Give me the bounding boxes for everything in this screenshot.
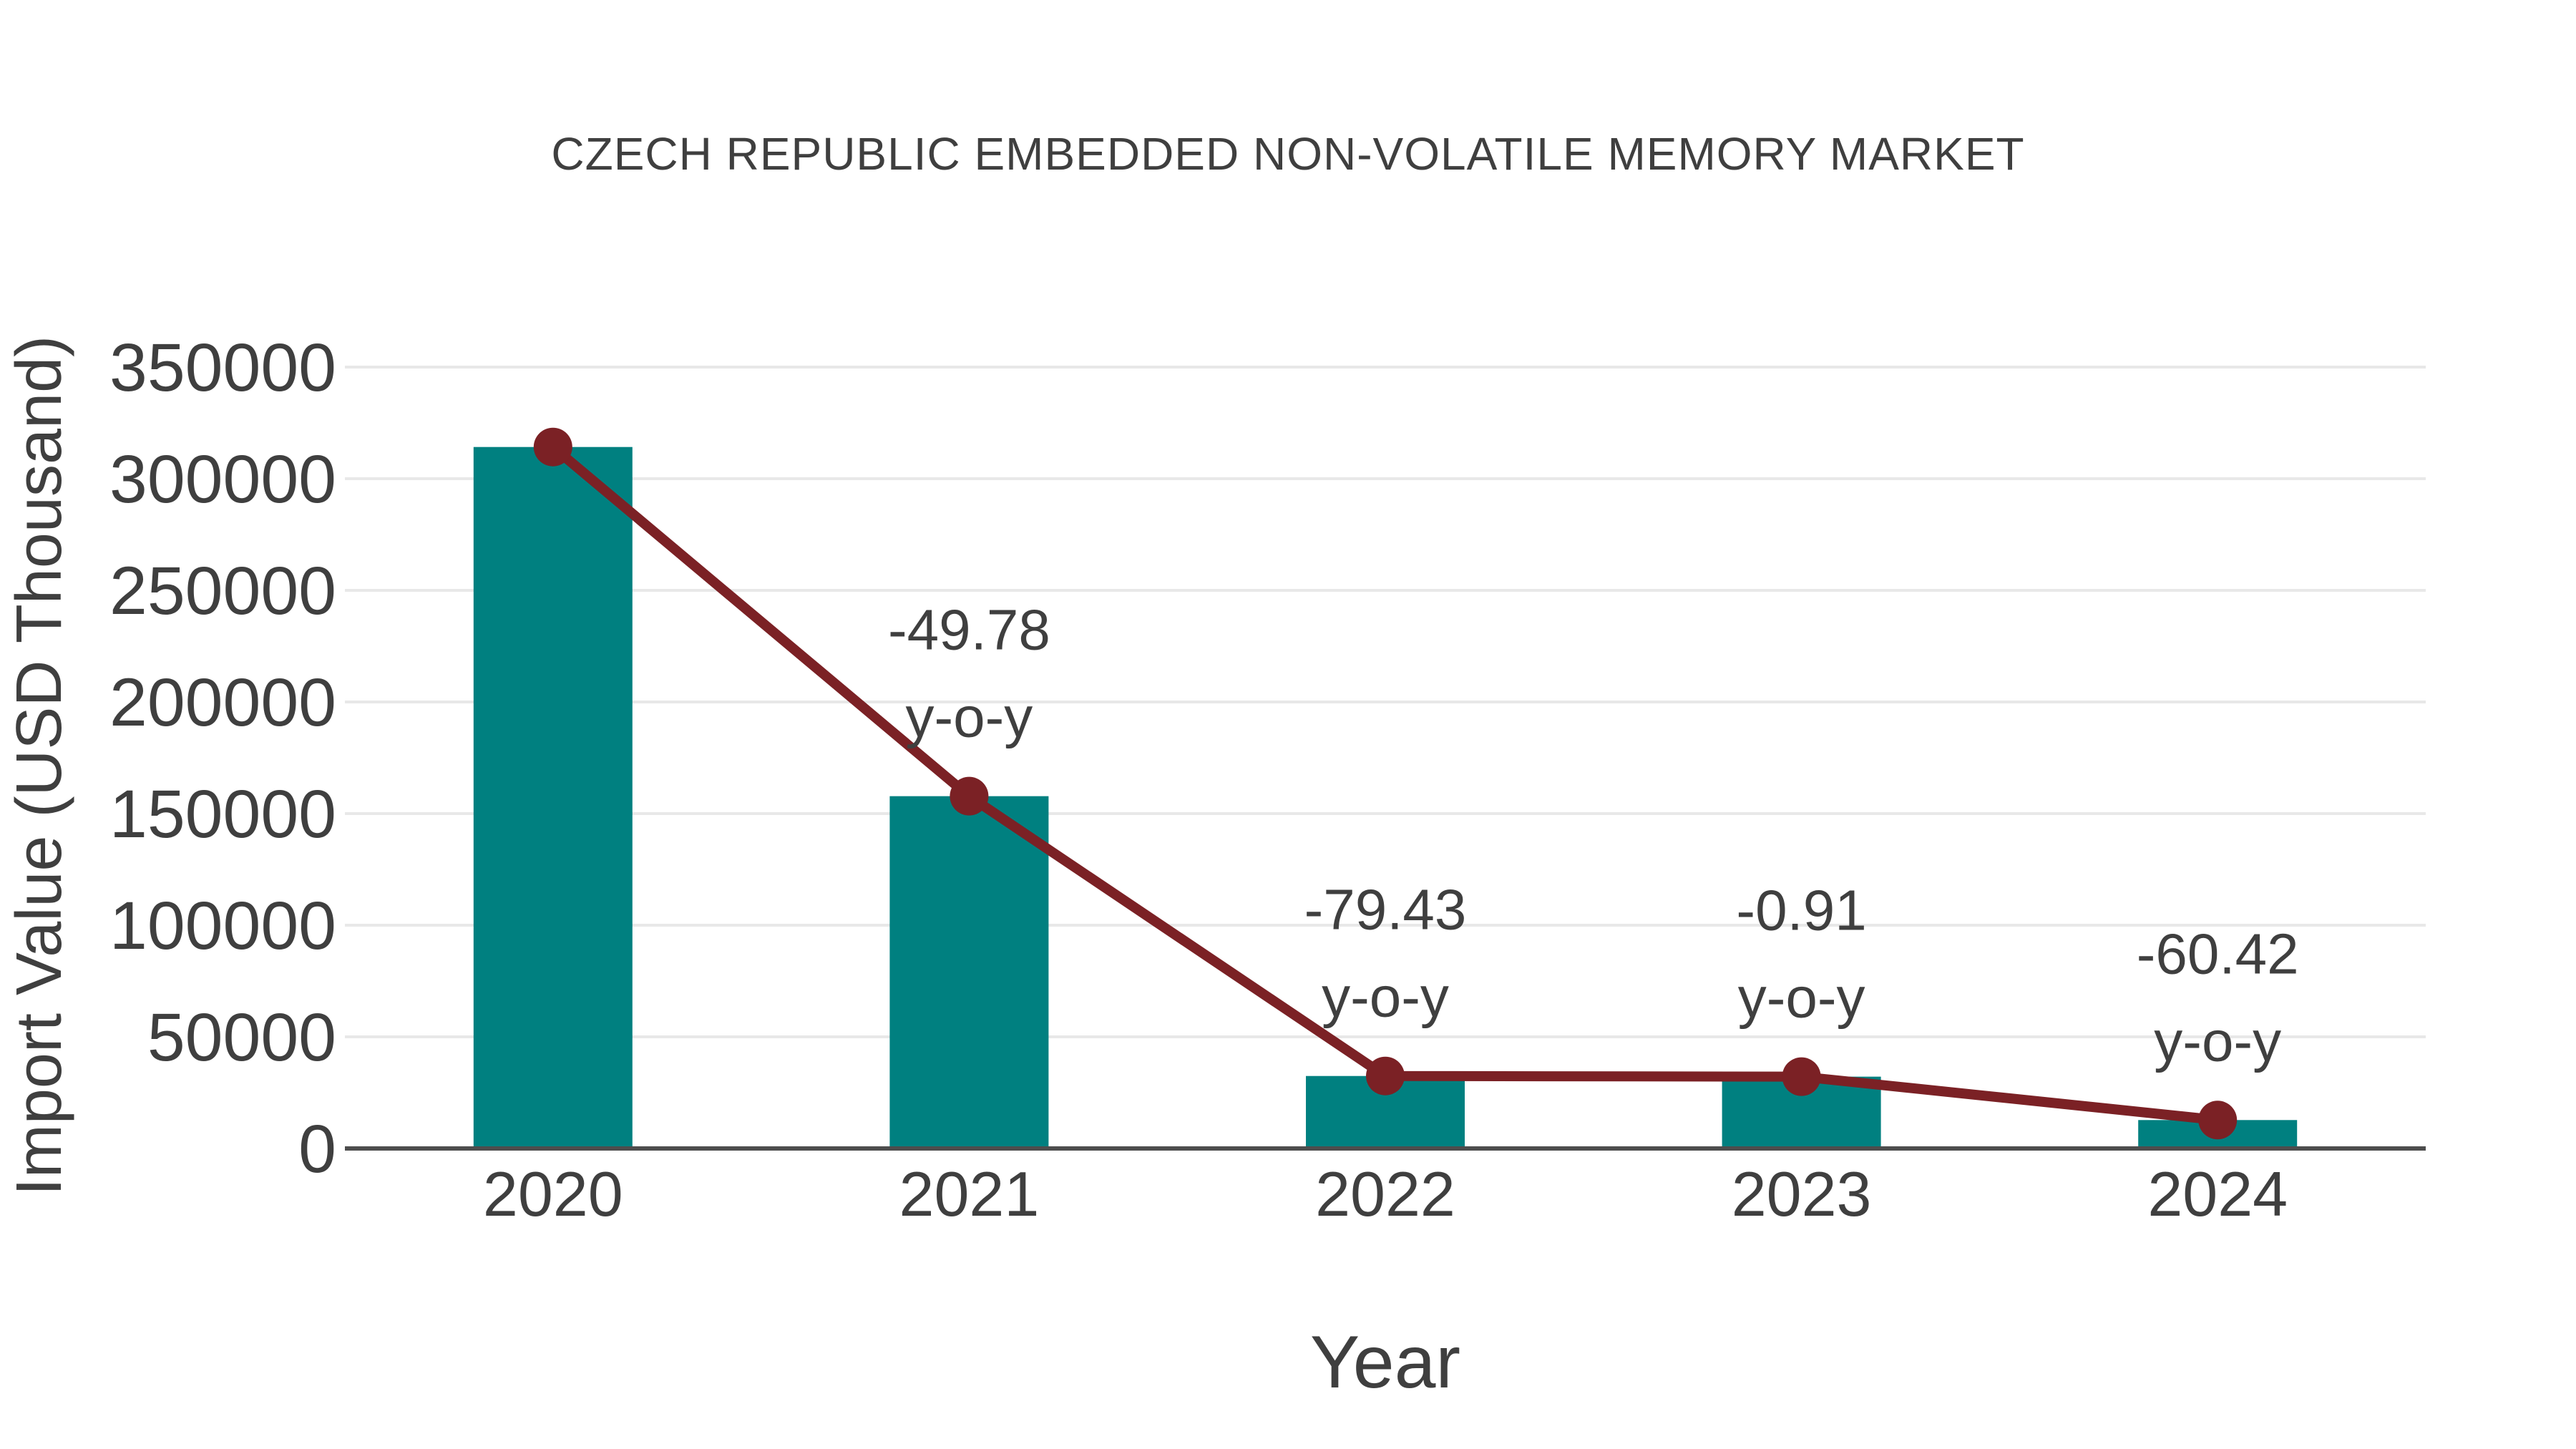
x-axis-title: Year (1310, 1321, 1460, 1404)
ytick-label-200000: 200000 (109, 665, 336, 741)
xtick-label-2024: 2024 (2147, 1158, 2288, 1229)
xtick-label-2021: 2021 (899, 1158, 1040, 1229)
marker-2023 (1782, 1057, 1821, 1096)
yoy-label-2021: y-o-y (906, 686, 1033, 749)
yoy-value-2023: -0.91 (1736, 879, 1866, 942)
ytick-label-250000: 250000 (109, 553, 336, 629)
marker-2021 (950, 776, 989, 816)
gridlines (345, 366, 2426, 1038)
xtick-label-2023: 2023 (1732, 1158, 1872, 1229)
xtick-label-2020: 2020 (483, 1158, 623, 1229)
bar-series (473, 447, 2298, 1148)
y-axis-title: Import Value (USD Thousand) (4, 336, 75, 1196)
chart-title: CZECH REPUBLIC EMBEDDED NON-VOLATILE MEM… (551, 128, 2024, 180)
yoy-value-2021: -49.78 (888, 598, 1050, 662)
x-axis-tick-labels: 2020 2021 2022 2023 2024 (483, 1158, 2288, 1229)
ytick-label-150000: 150000 (109, 776, 336, 852)
yoy-value-2024: -60.42 (2137, 922, 2299, 985)
yoy-label-2024: y-o-y (2154, 1009, 2281, 1073)
ytick-label-300000: 300000 (109, 441, 336, 517)
marker-2024 (2198, 1101, 2238, 1140)
ytick-label-50000: 50000 (147, 1000, 336, 1075)
ytick-label-100000: 100000 (109, 888, 336, 964)
yoy-value-2022: -79.43 (1304, 878, 1467, 942)
yoy-annotations: -49.78 y-o-y -79.43 y-o-y -0.91 y-o-y -60.42 y-… (888, 598, 2299, 1073)
bar-2021 (889, 796, 1049, 1148)
ytick-label-350000: 350000 (109, 330, 336, 406)
yoy-label-2022: y-o-y (1322, 965, 1449, 1029)
bar-2020 (473, 447, 633, 1148)
xtick-label-2022: 2022 (1315, 1158, 1455, 1229)
line-series (533, 427, 2238, 1140)
y-axis-tick-labels: 0 50000 100000 150000 200000 250000 300000 3500… (109, 330, 336, 1187)
yoy-label-2023: y-o-y (1738, 966, 1865, 1030)
ytick-label-0: 0 (298, 1111, 336, 1187)
marker-2022 (1366, 1056, 1405, 1096)
marker-2020 (533, 427, 572, 467)
